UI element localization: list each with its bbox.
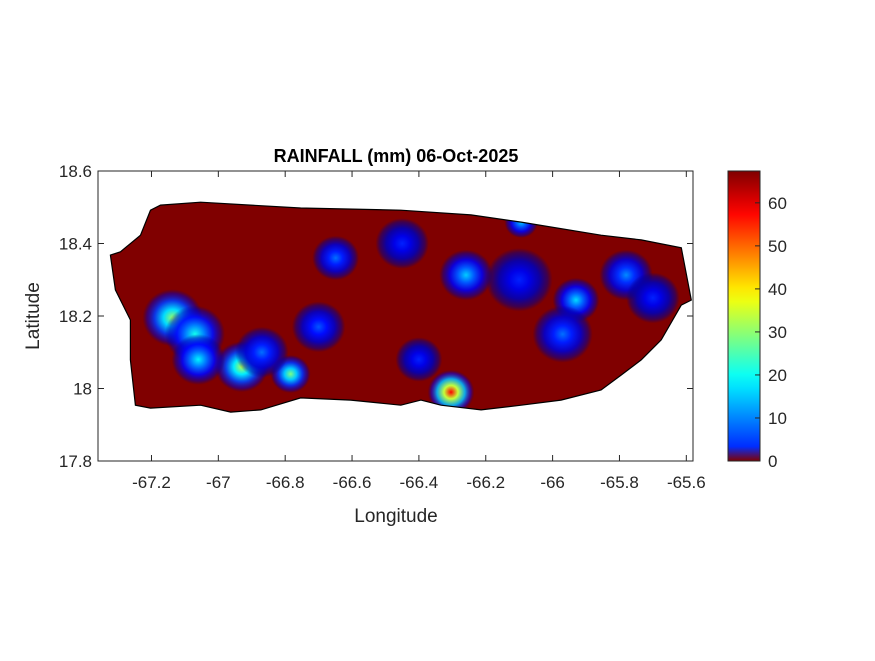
colorbar-tick-label: 0 [768,452,777,471]
y-tick-label: 18.2 [59,307,92,326]
colorbar-tick-label: 10 [768,409,787,428]
rainfall-hotspot [171,334,226,385]
colorbar [727,170,761,462]
colorbar-tick-label: 30 [768,323,787,342]
rainfall-hotspot [485,247,553,312]
y-axis-label: Latitude [23,282,44,350]
x-tick-label: -66.6 [333,473,372,492]
colorbar-ticks: 0 10 20 30 40 50 60 [755,194,787,471]
x-tick-label: -67.2 [132,473,171,492]
x-tick-label: -66.4 [400,473,439,492]
colorbar-tick-label: 20 [768,366,787,385]
x-tick-label: -66.8 [266,473,305,492]
x-axis-ticks: -67.2 -67 -66.8 -66.6 -66.4 -66.2 -66 -65.8 -65.… [132,171,706,492]
rainfall-hotspot [395,337,443,382]
island-coastline [109,201,692,413]
x-tick-label: -65.8 [600,473,639,492]
rainfall-hotspot [291,301,346,353]
rainfall-hotspot [532,305,593,363]
rainfall-hotspot [235,326,289,378]
x-axis-label: Longitude [354,506,437,527]
rainfall-hotspot [439,249,493,301]
x-tick-label: -65.6 [667,473,706,492]
x-tick-label: -66.2 [466,473,505,492]
x-tick-label: -66 [540,473,565,492]
y-tick-label: 18 [73,380,92,399]
colorbar-tick-label: 40 [768,280,787,299]
y-tick-label: 17.8 [59,452,92,471]
rainfall-hotspot [427,369,475,413]
y-tick-label: 18.4 [59,235,92,254]
rainfall-hotspot [626,272,680,324]
colorbar-tick-label: 50 [768,237,787,256]
chart-title: RAINFALL (mm) 06-Oct-2025 [274,146,519,166]
rainfall-field [109,201,692,413]
x-tick-label: -67 [206,473,231,492]
y-tick-label: 18.6 [59,162,92,181]
y-axis-ticks: 18.6 18.4 18.2 18 17.8 [59,162,693,471]
colorbar-tick-label: 60 [768,194,787,213]
rainfall-hotspot [312,235,360,281]
rainfall-hotspot [375,218,429,269]
